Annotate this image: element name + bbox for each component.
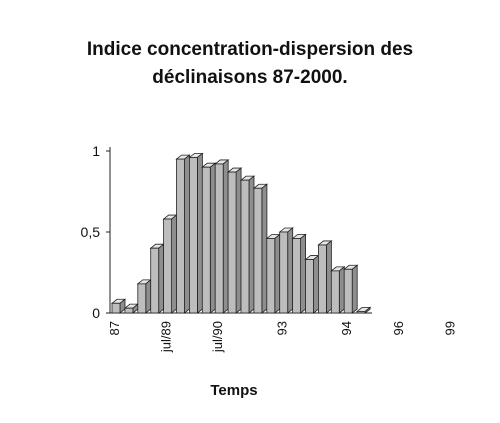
x-tick-label: 96 <box>391 321 406 335</box>
x-tick-label: 94 <box>339 321 354 335</box>
x-axis-label: Temps <box>210 382 257 399</box>
bar <box>149 243 165 314</box>
bar <box>175 154 191 314</box>
chart-title-line-2: déclinaisons 87-2000. <box>152 67 348 88</box>
bar <box>226 167 243 314</box>
bar <box>136 279 152 314</box>
x-tick-label: 93 <box>275 321 290 335</box>
chart-title-line-1: Indice concentration-dispersion des <box>86 39 414 60</box>
bar <box>123 303 140 314</box>
y-tick-label: 0,5 <box>81 224 101 240</box>
y-tick-labels: 00,51 <box>81 143 110 321</box>
bar <box>162 214 178 314</box>
bar <box>188 152 204 314</box>
bar <box>304 254 320 314</box>
bar <box>291 233 307 314</box>
x-tick-label: 99 <box>442 321 457 335</box>
bar <box>355 306 372 314</box>
bar <box>252 183 269 314</box>
x-tick-label: jul/89 <box>159 321 174 353</box>
y-tick-label: 1 <box>92 143 100 159</box>
bar <box>201 162 217 314</box>
y-tick-label: 0 <box>92 305 100 321</box>
bar <box>214 159 230 314</box>
bar <box>317 240 333 314</box>
bars-layer <box>110 152 372 314</box>
bar <box>265 233 281 314</box>
x-tick-label: jul/90 <box>210 321 225 353</box>
bar <box>110 298 127 314</box>
bar <box>239 175 256 314</box>
bar <box>330 266 346 314</box>
bar <box>343 264 359 314</box>
x-tick-labels: 87 jul/89 jul/90 93 94 96 99 <box>107 321 457 353</box>
x-tick-label: 87 <box>107 321 122 335</box>
bar <box>278 227 294 314</box>
